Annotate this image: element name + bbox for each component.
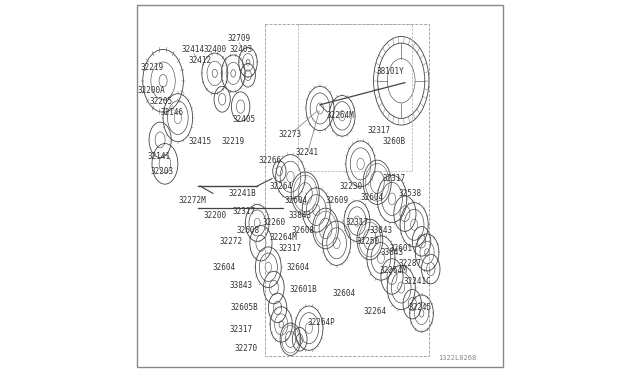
Text: 38101Y: 38101Y — [376, 67, 404, 76]
Text: 32146: 32146 — [161, 108, 184, 117]
Text: 32604: 32604 — [284, 196, 308, 205]
Text: 32241B: 32241B — [228, 189, 257, 198]
Text: 32264M: 32264M — [380, 266, 408, 275]
Text: 32272M: 32272M — [179, 196, 207, 205]
Text: 32219: 32219 — [140, 63, 164, 72]
Text: 32709: 32709 — [227, 34, 250, 43]
Text: 32317: 32317 — [279, 244, 302, 253]
Text: 32141: 32141 — [148, 152, 171, 161]
Text: 32250: 32250 — [356, 237, 380, 246]
Text: 32241: 32241 — [296, 148, 319, 157]
Text: 32601B: 32601B — [289, 285, 317, 294]
Text: 32264P: 32264P — [308, 318, 336, 327]
Text: 32608: 32608 — [236, 226, 260, 235]
Text: 33843: 33843 — [229, 281, 252, 290]
Text: 32287: 32287 — [399, 259, 422, 268]
Text: 32538: 32538 — [399, 189, 422, 198]
Text: 32200: 32200 — [204, 211, 227, 220]
Text: 32270: 32270 — [235, 344, 258, 353]
Text: 32264: 32264 — [269, 182, 292, 190]
Text: 33843: 33843 — [380, 248, 404, 257]
Text: 32317: 32317 — [367, 126, 390, 135]
Text: 32317: 32317 — [233, 207, 256, 217]
Text: 32264M: 32264M — [269, 233, 297, 242]
Text: 32414: 32414 — [181, 45, 204, 54]
Text: 32604: 32604 — [286, 263, 309, 272]
Text: 32272: 32272 — [220, 237, 243, 246]
Text: 32604: 32604 — [332, 289, 356, 298]
Text: 32604: 32604 — [360, 193, 383, 202]
Text: 32203: 32203 — [150, 167, 173, 176]
Text: 32200A: 32200A — [138, 86, 165, 94]
Text: 1322L0268: 1322L0268 — [438, 355, 476, 361]
Text: 32403: 32403 — [229, 45, 252, 54]
Text: 32608: 32608 — [292, 226, 315, 235]
Text: 32604: 32604 — [212, 263, 236, 272]
Text: 32264: 32264 — [364, 307, 387, 316]
Text: 32405: 32405 — [233, 115, 256, 124]
Text: 32317: 32317 — [229, 326, 252, 334]
Text: 32412: 32412 — [188, 56, 212, 65]
Text: 32317: 32317 — [382, 174, 405, 183]
Text: 32205: 32205 — [150, 97, 173, 106]
Text: 32266: 32266 — [259, 155, 282, 165]
Text: 32400: 32400 — [204, 45, 227, 54]
Text: 32609: 32609 — [325, 196, 348, 205]
Text: 32264M: 32264M — [326, 111, 354, 121]
Text: 32601: 32601 — [390, 244, 413, 253]
Text: 33843: 33843 — [369, 226, 392, 235]
Text: 32415: 32415 — [188, 137, 212, 146]
Text: 32241C: 32241C — [404, 278, 432, 286]
Text: 32260: 32260 — [262, 218, 285, 227]
Text: 32273: 32273 — [279, 130, 302, 139]
Text: 32317: 32317 — [346, 218, 369, 227]
Text: 3260B: 3260B — [382, 137, 405, 146]
Text: 32219: 32219 — [221, 137, 244, 146]
Text: 32230: 32230 — [340, 182, 363, 190]
Text: 32605B: 32605B — [230, 303, 258, 312]
Text: 32245: 32245 — [408, 303, 431, 312]
Text: 33843: 33843 — [288, 211, 311, 220]
